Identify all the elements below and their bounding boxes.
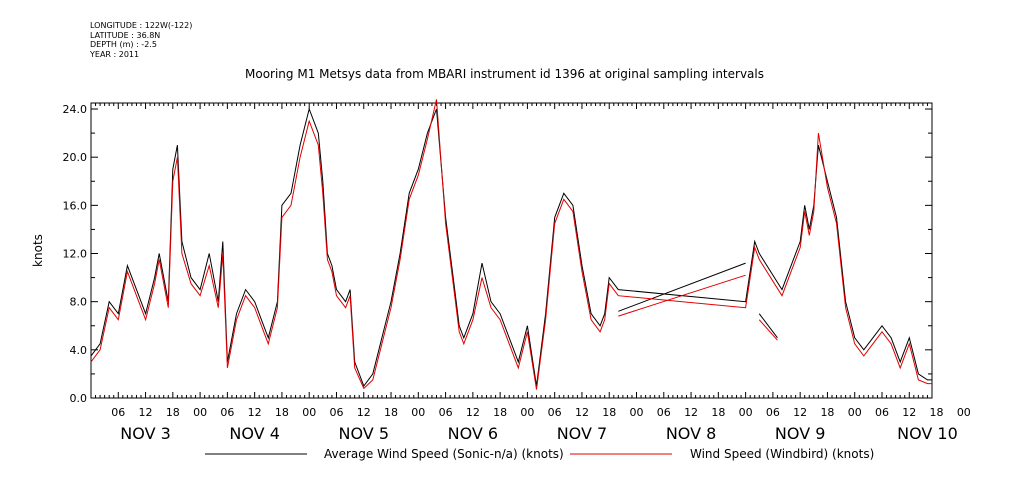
y-tick-label: 0.0 [70,392,88,405]
series-gap-line [618,262,746,312]
x-hour-label: 12 [466,406,480,419]
chart-title: Mooring M1 Metsys data from MBARI instru… [245,67,764,81]
x-hour-label: 12 [575,406,589,419]
x-day-label: NOV 9 [775,424,826,443]
x-hour-label: 00 [520,406,534,419]
x-hour-label: 06 [875,406,889,419]
x-hour-label: 06 [439,406,453,419]
x-hour-label: 18 [820,406,834,419]
x-hour-label: 12 [357,406,371,419]
x-hour-label: 06 [548,406,562,419]
x-day-label: NOV 10 [897,424,958,443]
series-gap-line [758,319,778,341]
y-tick-label: 16.0 [63,199,88,212]
y-axis-label: knots [31,234,45,267]
series-line-windbird [90,99,932,390]
x-hour-label: 18 [711,406,725,419]
y-tick-label: 20.0 [63,151,88,164]
y-tick-label: 8.0 [70,296,88,309]
metadata-block: LONGITUDE : 122W(-122) LATITUDE : 36.8N … [90,21,192,59]
x-hour-label: 12 [139,406,153,419]
series-line-sonic [90,107,932,388]
longitude-line: LONGITUDE : 122W(-122) [90,21,193,30]
x-hour-label: 18 [275,406,289,419]
x-day-label: NOV 5 [339,424,390,443]
x-hour-label: 12 [248,406,262,419]
x-hour-label: 06 [329,406,343,419]
x-day-label: NOV 7 [557,424,608,443]
series-layer [90,99,932,390]
y-tick-label: 24.0 [63,103,88,116]
plot-frame [90,102,933,399]
legend-label-windbird: Wind Speed (Windbird) (knots) [690,447,874,461]
legend: Average Wind Speed (Sonic-n/a) (knots) Wi… [205,447,874,461]
x-day-label: NOV 3 [120,424,171,443]
x-hour-label: 12 [793,406,807,419]
x-hour-label: 00 [302,406,316,419]
x-hour-label: 06 [220,406,234,419]
y-tick-label: 12.0 [63,248,88,261]
x-hour-label: 06 [766,406,780,419]
x-day-label: NOV 4 [229,424,280,443]
x-hour-label: 00 [630,406,644,419]
x-day-label: NOV 6 [448,424,499,443]
x-hour-label: 00 [411,406,425,419]
x-hour-label: 18 [493,406,507,419]
y-tick-label: 4.0 [70,344,88,357]
x-hour-label: 00 [957,406,971,419]
year-line: YEAR : 2011 [90,49,140,59]
series-gap-line [758,313,778,339]
x-hour-label: 18 [930,406,944,419]
x-hour-label: 18 [384,406,398,419]
x-hour-label: 06 [657,406,671,419]
x-hour-label: 12 [902,406,916,419]
series-gap-line [618,274,746,317]
axis-ticks [90,103,933,399]
x-hour-label: 00 [848,406,862,419]
axis-labels: 0.0 4.0 8.0 12.0 16.0 20.0 24.0 knots 06 12 18 00 06… [31,103,971,443]
plot-border [90,102,933,399]
x-day-label: NOV 8 [666,424,717,443]
x-hour-label: 12 [684,406,698,419]
x-hour-label: 00 [739,406,753,419]
x-hour-label: 18 [166,406,180,419]
latitude-line: LATITUDE : 36.8N [90,30,161,40]
depth-line: DEPTH (m) : -2.5 [90,40,157,49]
x-hour-label: 00 [193,406,207,419]
x-hour-label: 18 [602,406,616,419]
x-hour-label: 06 [111,406,125,419]
legend-label-sonic: Average Wind Speed (Sonic-n/a) (knots) [324,447,564,461]
